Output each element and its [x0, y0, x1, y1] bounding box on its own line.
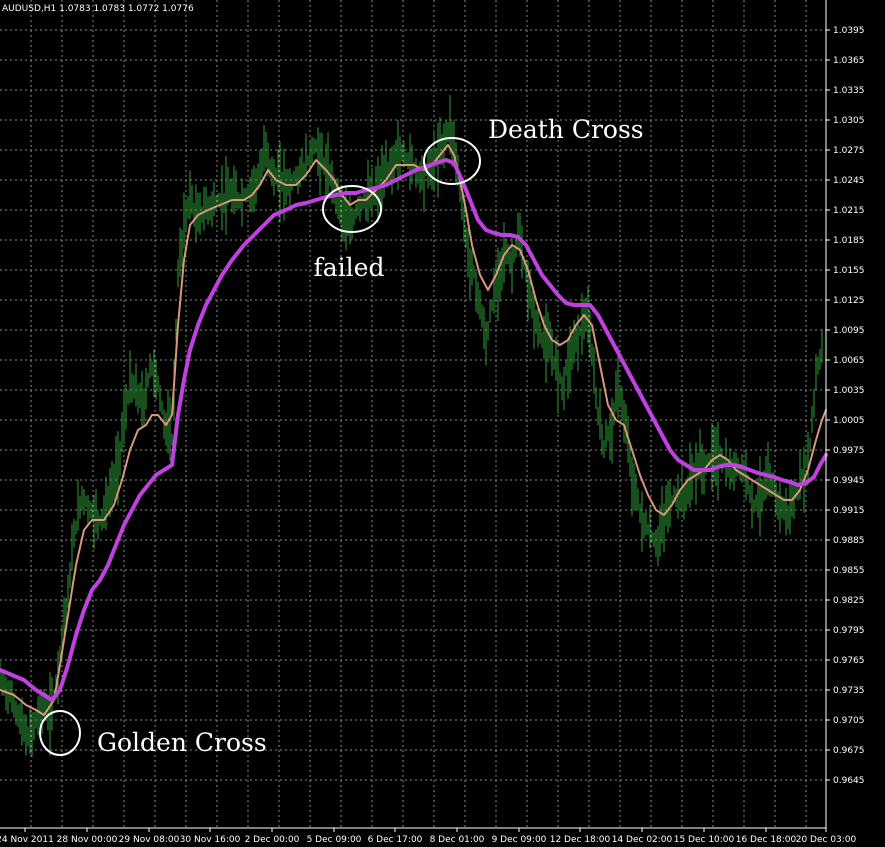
x-tick-label: 12 Dec 18:00	[550, 835, 611, 845]
x-tick-label: 9 Dec 09:00	[492, 835, 547, 845]
y-tick-label: 1.0305	[833, 116, 865, 126]
slow-ma-line	[0, 158, 828, 702]
y-tick-label: 1.0395	[833, 26, 865, 36]
annotation-label: Death Cross	[488, 115, 644, 144]
annotation-circle	[39, 710, 81, 756]
x-tick-label: 6 Dec 17:00	[368, 835, 423, 845]
y-tick-label: 1.0065	[833, 356, 865, 366]
y-tick-label: 1.0005	[833, 416, 865, 426]
slow-ma-series	[0, 158, 828, 702]
x-tick-label: 15 Dec 10:00	[674, 835, 735, 845]
x-tick-label: 2 Dec 00:00	[245, 835, 300, 845]
y-tick-label: 0.9945	[833, 476, 865, 486]
y-tick-label: 0.9975	[833, 446, 865, 456]
y-tick-label: 0.9735	[833, 686, 865, 696]
y-tick-label: 1.0245	[833, 176, 865, 186]
y-tick-label: 1.0095	[833, 326, 865, 336]
x-tick-label: 24 Nov 2011	[0, 835, 54, 845]
y-tick-label: 0.9705	[833, 716, 865, 726]
y-tick-label: 0.9885	[833, 536, 865, 546]
x-tick-label: 28 Nov 00:00	[57, 835, 118, 845]
y-tick-label: 0.9765	[833, 656, 865, 666]
y-tick-label: 1.0275	[833, 146, 865, 156]
x-tick-label: 29 Nov 08:00	[119, 835, 180, 845]
x-tick-label: 30 Nov 16:00	[180, 835, 241, 845]
y-tick-label: 1.0125	[833, 296, 865, 306]
y-tick-label: 0.9825	[833, 596, 865, 606]
annotation-label: Golden Cross	[97, 728, 267, 757]
annotation-circle	[322, 185, 382, 233]
y-tick-label: 0.9855	[833, 566, 865, 576]
x-tick-label: 8 Dec 01:00	[430, 835, 485, 845]
annotations: Golden Cross failed Death Cross	[39, 115, 644, 757]
y-tick-label: 1.0215	[833, 206, 865, 216]
fast-ma-series	[0, 144, 827, 716]
y-tick-label: 1.0035	[833, 386, 865, 396]
annotation-circle	[423, 137, 481, 185]
y-tick-label: 1.0185	[833, 236, 865, 246]
x-tick-label: 5 Dec 09:00	[307, 835, 362, 845]
y-tick-label: 1.0155	[833, 266, 865, 276]
fast-ma-line	[0, 144, 827, 716]
x-tick-label: 14 Dec 02:00	[612, 835, 673, 845]
x-tick-label: 16 Dec 18:00	[736, 835, 797, 845]
y-tick-label: 0.9795	[833, 626, 865, 636]
x-tick-label: 20 Dec 03:00	[796, 835, 857, 845]
y-tick-label: 1.0365	[833, 56, 865, 66]
chart-header: AUDUSD,H1 1.0783 1.0783 1.0772 1.0776	[2, 4, 194, 14]
y-tick-label: 0.9915	[833, 506, 865, 516]
y-tick-label: 0.9645	[833, 776, 865, 786]
y-tick-label: 1.0335	[833, 86, 865, 96]
annotation-label: failed	[314, 253, 385, 282]
axes: 1.0395 1.0365 1.0335 1.0305 1.0275 1.0245 1.02…	[0, 0, 865, 845]
grid	[0, 0, 826, 828]
y-tick-label: 0.9675	[833, 746, 865, 756]
